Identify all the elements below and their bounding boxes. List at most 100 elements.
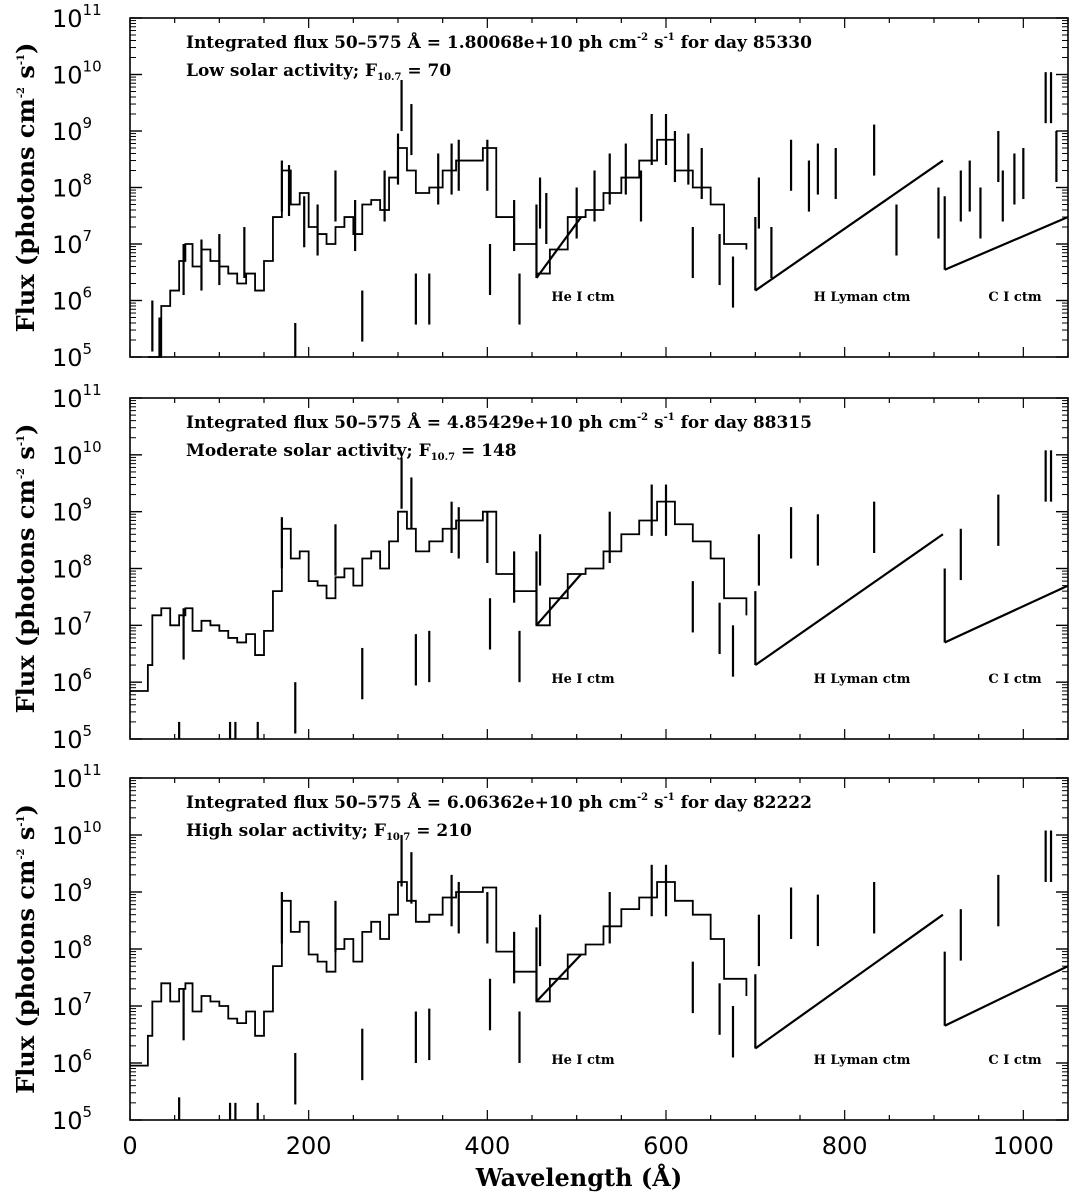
y-tick-label: 1010 [52,818,102,850]
continuum-edge [536,955,581,1002]
y-tick-exponent: 10 [83,818,102,836]
y-tick-base: 10 [52,231,83,259]
x-axis-label: Wavelength (Å) [475,1163,682,1192]
annotation-text: s [648,33,664,53]
y-tick-label: 1010 [52,438,102,470]
annotation-text: Integrated flux 50–575 Å = 1.80068e+10 p… [186,31,637,53]
continuum-edge [536,574,581,625]
y-tick-exponent: 8 [83,552,93,570]
y-axis-label-superscript: -1 [16,54,27,65]
annotation-text: for day 82222 [675,793,812,813]
y-axis-label-text: s [11,827,40,849]
y-tick-label: 108 [52,932,92,964]
y-tick-exponent: 9 [83,114,93,132]
y-tick-base: 10 [52,765,83,793]
y-tick-exponent: 8 [83,932,93,950]
y-tick-base: 10 [52,499,83,527]
x-tick-label: 1000 [993,1132,1054,1160]
y-tick-exponent: 5 [83,340,93,358]
y-tick-label: 107 [52,989,92,1021]
continuum-edge [755,915,943,1049]
y-tick-exponent: 7 [83,608,93,626]
y-tick-label: 106 [52,665,92,697]
y-tick-base: 10 [52,1050,83,1078]
activity-text: Low solar activity; F [186,61,377,81]
continuum-label: H Lyman ctm [814,672,911,687]
y-axis-label: Flux (photons cm-2 s-1) [11,43,40,333]
y-tick-label: 107 [52,227,92,259]
annotation-superscript: -1 [664,32,675,43]
x-tick-label: 800 [822,1132,868,1160]
annotation-text: s [648,413,664,433]
y-tick-exponent: 7 [83,989,93,1007]
annotation-superscript: -1 [664,792,675,803]
y-tick-exponent: 5 [83,722,93,740]
y-tick-exponent: 8 [83,171,93,189]
y-axis-label-text: s [11,446,40,468]
y-tick-label: 109 [52,875,92,907]
activity-text: Moderate solar activity; F [186,441,431,461]
continuum-edge [945,217,1068,270]
continuum-label: He I ctm [551,1053,615,1068]
x-tick-label: 200 [286,1132,332,1160]
y-tick-label: 108 [52,171,92,203]
annotation-superscript: -2 [637,32,648,43]
y-tick-label: 1011 [52,1,102,33]
integrated-flux-annotation: Integrated flux 50–575 Å = 4.85429e+10 p… [186,411,812,433]
y-axis-label: Flux (photons cm-2 s-1) [11,804,40,1094]
y-tick-exponent: 10 [83,438,102,456]
continuum-label: He I ctm [551,672,615,687]
y-tick-exponent: 11 [83,381,102,399]
activity-subscript: 10.7 [386,832,410,843]
y-tick-label: 105 [52,340,92,372]
y-tick-exponent: 11 [83,761,102,779]
continuum-edge [945,586,1068,643]
activity-text: = 210 [410,821,472,841]
annotation-text: s [648,793,664,813]
continuum-label: C I ctm [988,1053,1041,1068]
y-tick-base: 10 [52,612,83,640]
y-tick-base: 10 [52,175,83,203]
y-axis-label-superscript: -2 [16,468,27,479]
y-tick-base: 10 [52,288,83,316]
x-tick-label: 600 [643,1132,689,1160]
annotation-superscript: -2 [637,792,648,803]
annotation-text: Integrated flux 50–575 Å = 4.85429e+10 p… [186,411,637,433]
activity-text: High solar activity; F [186,821,386,841]
annotation-superscript: -2 [637,412,648,423]
y-axis-label-superscript: -1 [16,435,27,446]
activity-subscript: 10.7 [431,452,455,463]
activity-subscript: 10.7 [377,72,401,83]
integrated-flux-annotation: Integrated flux 50–575 Å = 6.06362e+10 p… [186,791,812,813]
y-tick-base: 10 [52,62,83,90]
y-axis-label-text: Flux (photons cm [11,479,40,713]
y-axis-label-text: ) [11,424,40,435]
annotation-text: for day 88315 [675,413,812,433]
y-tick-exponent: 6 [83,665,93,683]
y-tick-base: 10 [52,993,83,1021]
y-tick-label: 1011 [52,761,102,793]
continuum-label: H Lyman ctm [814,290,911,305]
y-axis-label-text: s [11,65,40,87]
y-tick-exponent: 9 [83,875,93,893]
y-axis-label-superscript: -2 [16,848,27,859]
spectrum-trace [148,140,747,357]
activity-annotation: Moderate solar activity; F10.7 = 148 [186,441,517,463]
continuum-edge [945,966,1068,1026]
continuum-edge [755,161,943,291]
continuum-label: H Lyman ctm [814,1053,911,1068]
y-tick-exponent: 6 [83,284,93,302]
y-tick-exponent: 5 [83,1103,93,1121]
y-tick-base: 10 [52,385,83,413]
y-tick-label: 109 [52,495,92,527]
y-axis-label-text: ) [11,804,40,815]
y-tick-base: 10 [52,344,83,372]
y-tick-base: 10 [52,726,83,754]
y-tick-exponent: 10 [83,58,102,76]
y-tick-label: 105 [52,722,92,754]
y-tick-exponent: 7 [83,227,93,245]
y-axis-label-text: ) [11,43,40,54]
continuum-edge [755,534,943,665]
